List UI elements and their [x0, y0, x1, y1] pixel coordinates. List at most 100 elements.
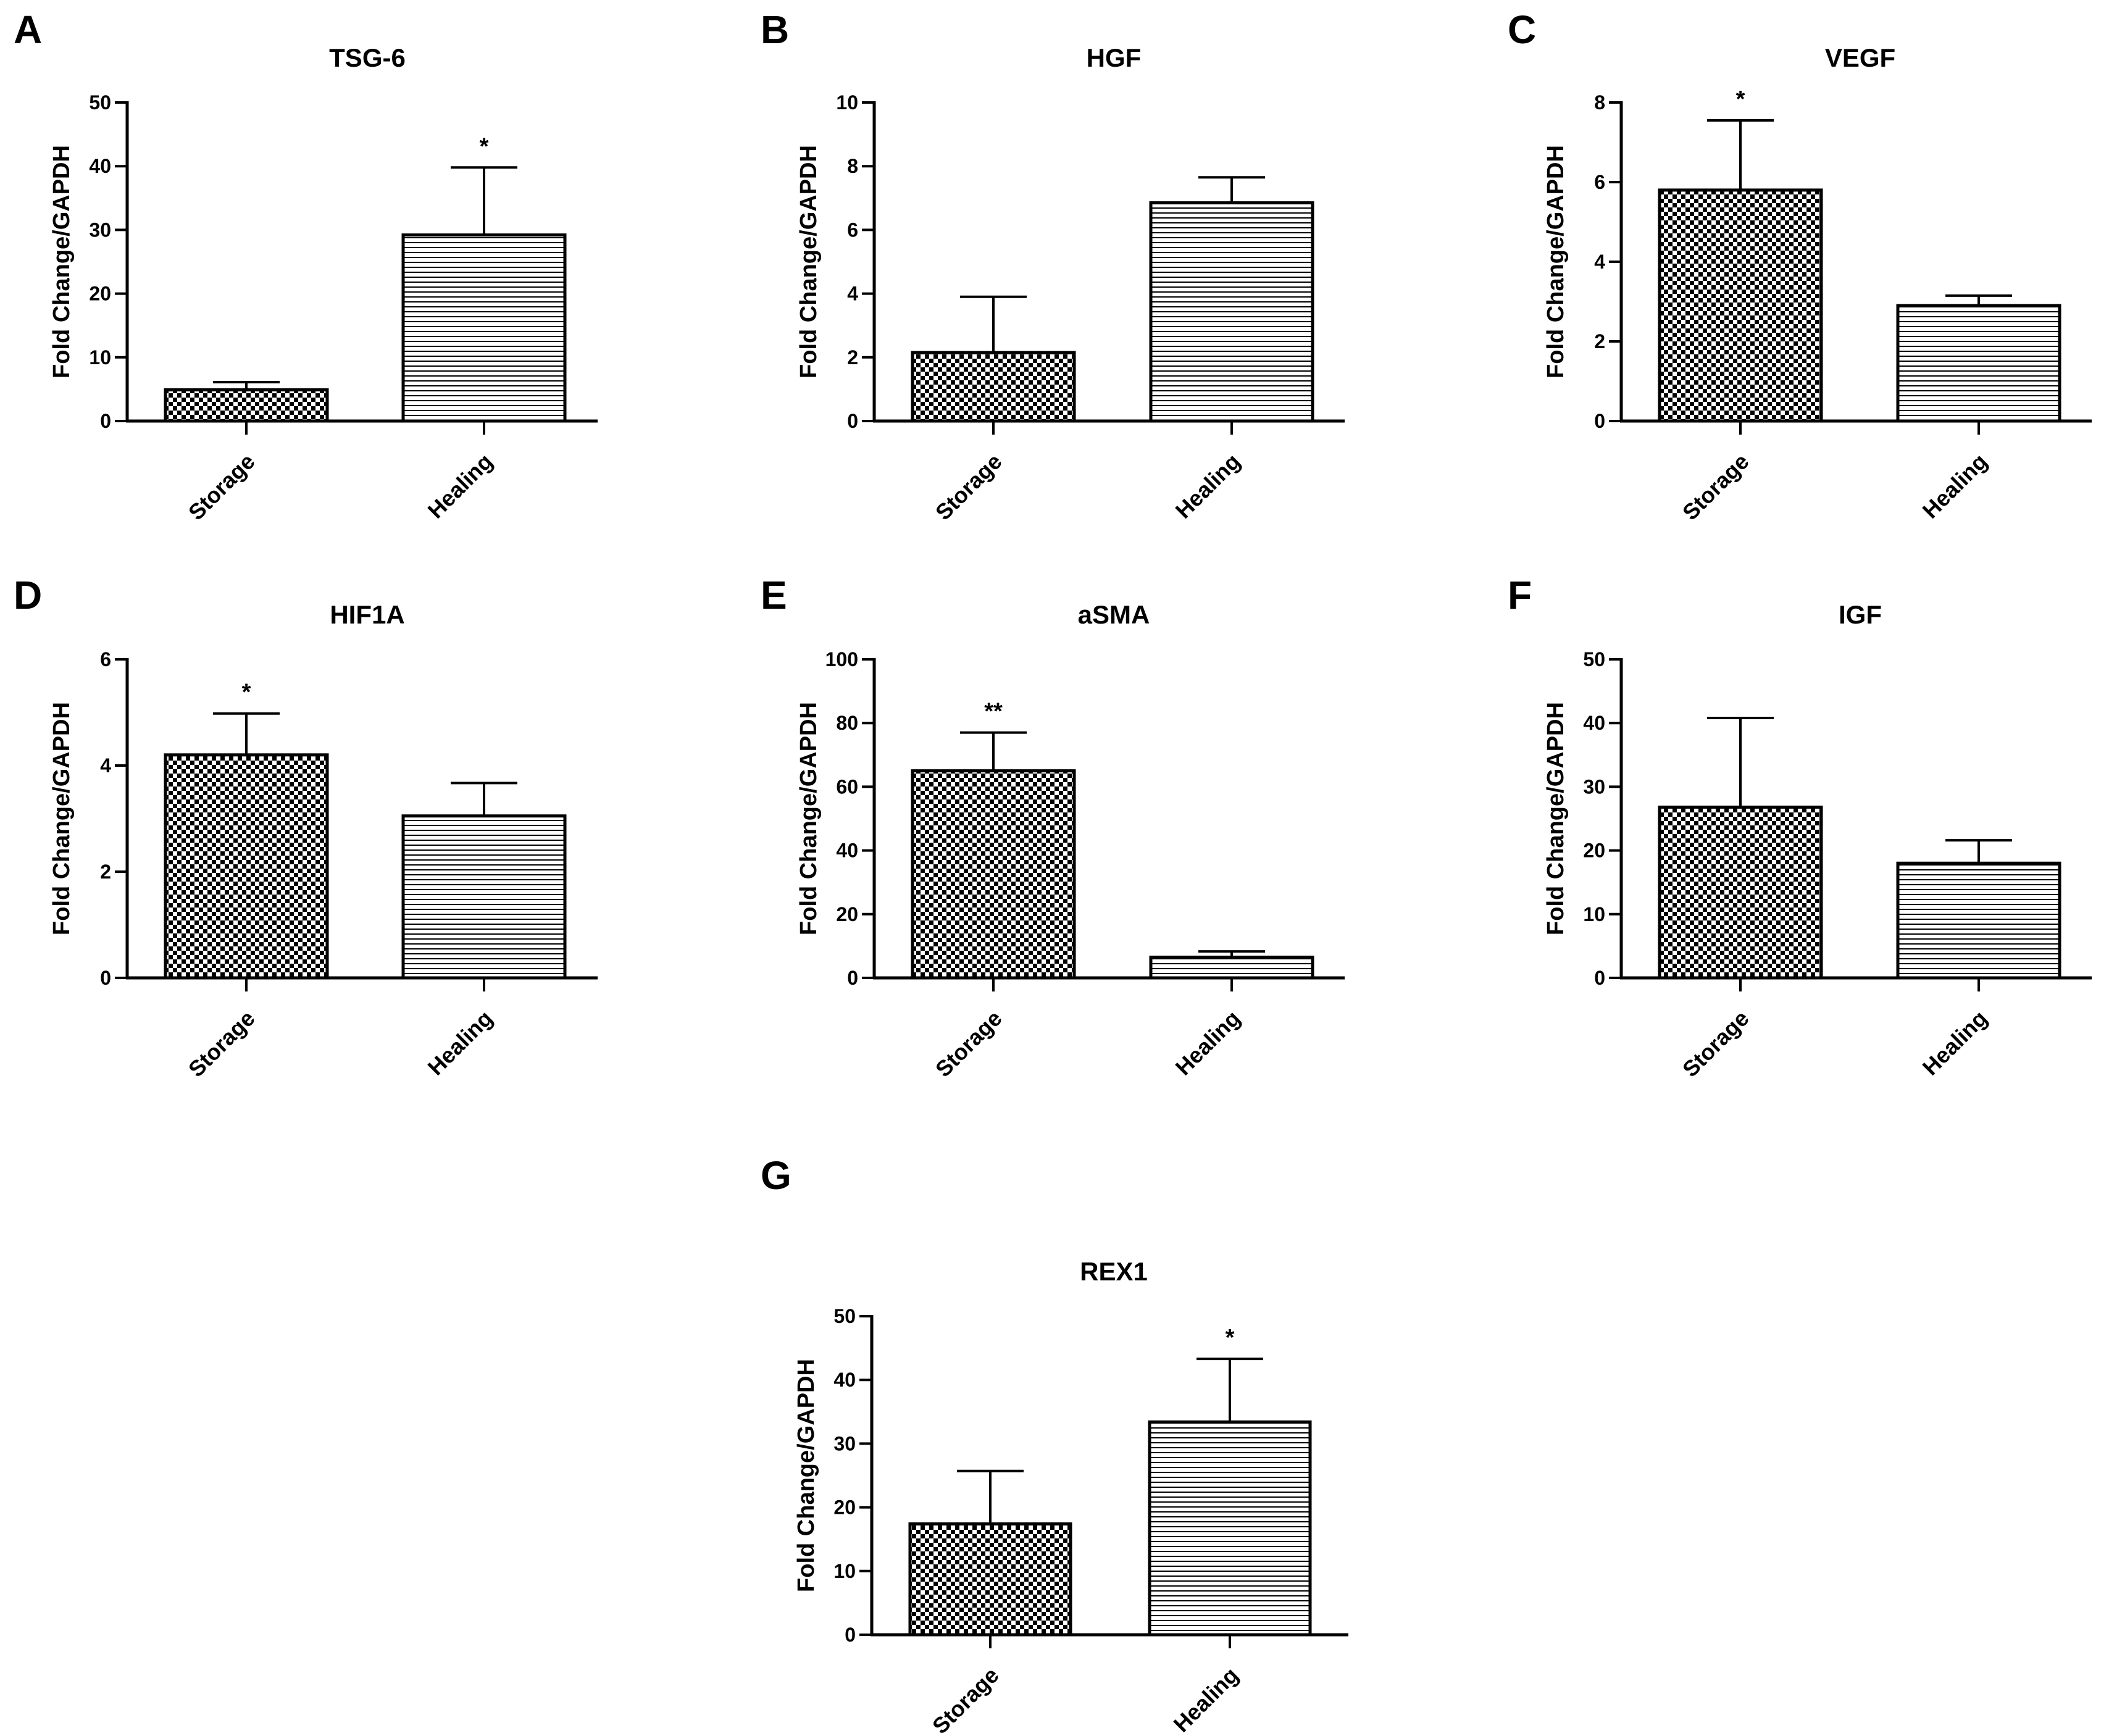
significance-marker: *: [1226, 1325, 1235, 1351]
bar-healing: [401, 233, 567, 423]
y-tick-label: 0: [847, 410, 858, 432]
category-label: Storage: [930, 449, 1007, 525]
bar-storage: [911, 769, 1076, 980]
y-tick-label: 60: [836, 775, 858, 798]
y-tick-label: 0: [100, 967, 111, 989]
y-tick-label: 30: [833, 1432, 856, 1454]
panel-letter: E: [761, 573, 787, 617]
y-tick-label: 0: [845, 1624, 856, 1646]
y-tick-label: 40: [836, 840, 858, 862]
significance-marker: *: [242, 680, 251, 706]
panel-title: REX1: [1080, 1257, 1148, 1286]
category-label: Healing: [1918, 449, 1992, 524]
category-label: Storage: [1677, 449, 1754, 525]
category-label: Storage: [927, 1663, 1004, 1736]
panel-letter: F: [1508, 573, 1532, 617]
y-tick-label: 0: [847, 967, 858, 989]
y-tick-label: 30: [89, 219, 111, 241]
panel-title: IGF: [1839, 600, 1882, 629]
y-tick-label: 4: [1594, 251, 1605, 273]
category-label: Healing: [423, 1006, 498, 1080]
y-tick-label: 80: [836, 712, 858, 734]
significance-marker: **: [984, 699, 1003, 725]
y-axis-label: Fold Change/GAPDH: [1543, 702, 1569, 935]
panel-c: C VEGF 0 2 4 6 8 Fold Change/GAPDH * Storage Heali…: [1508, 7, 2092, 525]
y-axis-label: Fold Change/GAPDH: [49, 702, 75, 935]
y-tick-label: 2: [1594, 330, 1605, 353]
y-axis-label: Fold Change/GAPDH: [796, 145, 822, 378]
category-label: Healing: [1171, 449, 1245, 524]
y-tick-label: 6: [847, 219, 858, 241]
y-tick-label: 20: [833, 1496, 856, 1519]
bar-healing: [1149, 955, 1314, 980]
y-tick-label: 10: [89, 346, 111, 369]
y-tick-label: 40: [833, 1369, 856, 1391]
category-label: Storage: [1677, 1006, 1754, 1082]
category-label: Storage: [183, 449, 260, 525]
panel-title: HIF1A: [330, 600, 404, 629]
y-tick-label: 2: [847, 346, 858, 369]
bar-storage: [1658, 805, 1823, 980]
category-label: Healing: [1918, 1006, 1992, 1080]
panel-letter: G: [761, 1153, 791, 1198]
bar-storage: [164, 388, 329, 423]
y-tick-label: 100: [825, 648, 858, 670]
y-tick-label: 10: [836, 91, 858, 114]
y-tick-label: 6: [1594, 171, 1605, 193]
panel-f: F IGF 0 10 20 30 40 50 Fold Change/GAPDH Storage H…: [1508, 573, 2092, 1082]
y-tick-label: 2: [100, 861, 111, 883]
y-axis-label: Fold Change/GAPDH: [793, 1359, 819, 1592]
bar-healing: [1896, 304, 2061, 423]
y-tick-label: 50: [1583, 648, 1605, 670]
y-tick-label: 4: [100, 754, 111, 777]
bar-healing: [401, 814, 567, 980]
category-label: Healing: [1169, 1663, 1243, 1736]
y-axis-label: Fold Change/GAPDH: [1543, 145, 1569, 378]
panel-title: VEGF: [1825, 43, 1895, 72]
bar-storage: [164, 753, 329, 980]
panel-title: aSMA: [1078, 600, 1150, 629]
category-label: Storage: [930, 1006, 1007, 1082]
category-label: Healing: [1171, 1006, 1245, 1080]
panel-letter: B: [761, 7, 789, 52]
y-tick-label: 8: [1594, 91, 1605, 114]
y-tick-label: 20: [1583, 840, 1605, 862]
y-tick-label: 4: [847, 283, 858, 305]
y-tick-label: 10: [833, 1560, 856, 1582]
bar-healing: [1896, 861, 2061, 980]
category-label: Healing: [423, 449, 498, 524]
bar-healing: [1149, 201, 1314, 423]
y-tick-label: 6: [100, 648, 111, 670]
category-label: Storage: [183, 1006, 260, 1082]
panel-d: D HIF1A 0 2 4 6 Fold Change/GAPDH * Storage Heali…: [14, 573, 598, 1082]
y-tick-label: 40: [1583, 712, 1605, 734]
y-tick-label: 50: [833, 1305, 856, 1327]
y-tick-label: 20: [836, 903, 858, 925]
significance-marker: *: [1736, 86, 1745, 112]
y-tick-label: 40: [89, 155, 111, 177]
panel-letter: C: [1508, 7, 1536, 52]
significance-marker: *: [480, 133, 489, 159]
y-tick-label: 10: [1583, 903, 1605, 925]
y-axis-label: Fold Change/GAPDH: [796, 702, 822, 935]
y-tick-label: 0: [1594, 967, 1605, 989]
panel-b: B HGF 0 2 4 6 8 10 Fold Change/GAPDH Storage Heali…: [761, 7, 1345, 525]
panel-g: G REX1 0 10 20 30 40 50 Fold Change/GAPDH Storage…: [761, 1153, 1348, 1736]
bar-healing: [1148, 1420, 1312, 1637]
panel-letter: A: [14, 7, 42, 52]
y-tick-label: 50: [89, 91, 111, 114]
y-tick-label: 0: [100, 410, 111, 432]
panel-title: HGF: [1087, 43, 1142, 72]
y-tick-label: 8: [847, 155, 858, 177]
y-tick-label: 0: [1594, 410, 1605, 432]
y-tick-label: 20: [89, 283, 111, 305]
y-axis-label: Fold Change/GAPDH: [49, 145, 75, 378]
panel-title: TSG-6: [329, 43, 406, 72]
bar-storage: [908, 1522, 1072, 1637]
y-tick-label: 30: [1583, 775, 1605, 798]
panel-letter: D: [14, 573, 42, 617]
panel-a: A TSG-6 0 10 20 30 40 50 Fold Change/GAPDH Storag…: [14, 7, 598, 525]
